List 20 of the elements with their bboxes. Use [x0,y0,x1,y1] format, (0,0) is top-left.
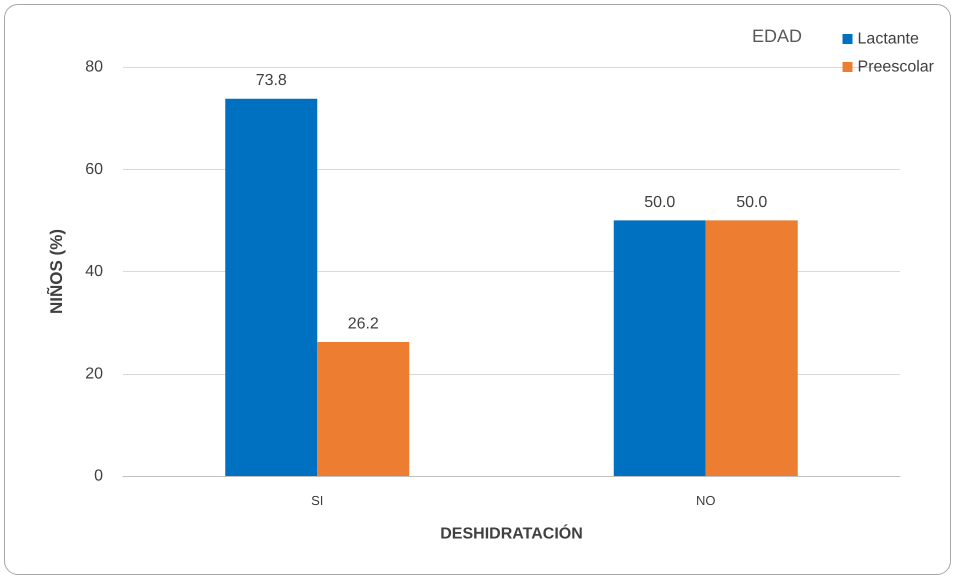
data-label: 73.8 [256,72,287,90]
y-tick-label: 40 [85,263,104,280]
x-tick-label: SI [311,493,324,508]
data-label: 50.0 [736,194,768,211]
y-axis-title: NIÑOS (%) [46,229,66,314]
y-tick-label: 20 [85,365,104,382]
bar [706,220,798,476]
legend-title: EDAD [752,26,802,46]
legend-label: Lactante [858,30,920,48]
bar [317,342,410,476]
y-tick-label: 80 [85,58,104,76]
data-label: 26.2 [348,316,379,333]
data-label: 50.0 [644,194,676,211]
legend-label: Preescolar [858,58,935,76]
y-tick-label: 0 [94,468,104,484]
x-axis-title: DESHIDRATACIÓN [440,524,583,542]
y-tick-label: 60 [85,160,104,178]
bar [614,220,706,476]
bar [225,98,318,476]
x-tick-label: NO [696,493,716,508]
